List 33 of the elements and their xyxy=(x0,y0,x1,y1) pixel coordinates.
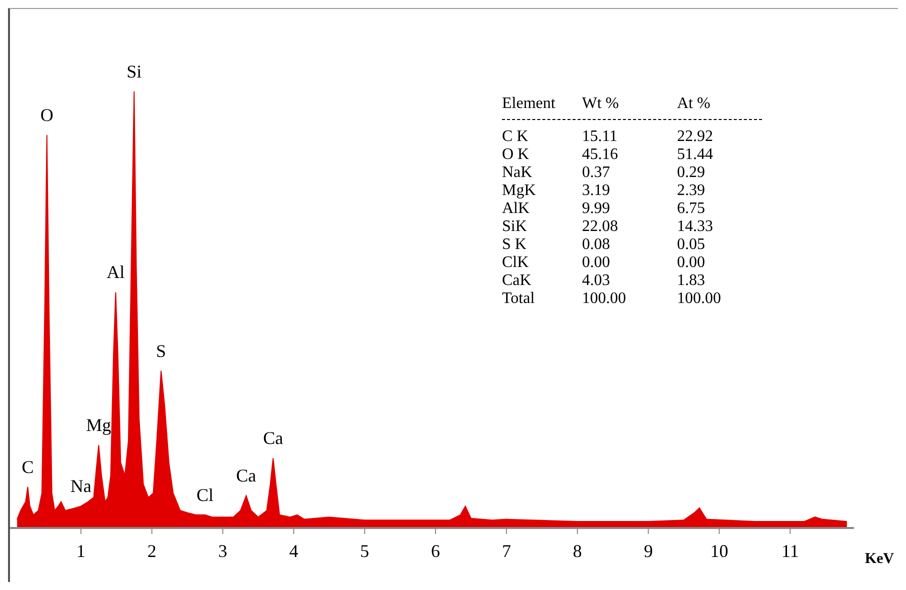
x-tick-label: 1 xyxy=(76,540,86,561)
text: CaK 4.03 1.83 xyxy=(502,272,705,289)
text: ClK 0.00 0.00 xyxy=(502,254,705,271)
text: MgK 3.19 2.39 xyxy=(502,182,705,199)
annotation: Al xyxy=(106,262,125,282)
x-tick-label: 6 xyxy=(431,540,440,561)
annotation: Cl xyxy=(196,484,214,505)
text: AlK 9.99 6.75 xyxy=(502,200,705,217)
annotation: Si xyxy=(126,61,142,82)
x-tick-label: 3 xyxy=(218,540,228,561)
text: Total 100.00 100.00 xyxy=(502,290,721,307)
annotation: Ca xyxy=(263,428,284,448)
annotation: Ca xyxy=(236,466,256,486)
annotation: S xyxy=(156,340,166,361)
text: Element Wt % At % xyxy=(502,95,710,112)
x-tick-label: 11 xyxy=(781,540,799,561)
annotation: Mg xyxy=(86,415,112,436)
annotation: C xyxy=(22,456,34,477)
x-tick-label: 7 xyxy=(502,540,511,561)
text: NaK 0.37 0.29 xyxy=(502,164,705,181)
x-tick-label: 4 xyxy=(289,540,298,561)
text: O K 45.16 51.44 xyxy=(502,146,713,163)
annotation: Na xyxy=(70,476,92,496)
text: SiK 22.08 14.33 xyxy=(502,218,713,235)
x-axis-title: KeV xyxy=(864,551,894,568)
x-tick-label: 2 xyxy=(147,540,156,561)
text: S K 0.08 0.05 xyxy=(502,236,705,253)
x-tick-label: 9 xyxy=(644,540,653,561)
text: C K 15.11 22.92 xyxy=(502,128,713,145)
x-tick-label: 8 xyxy=(572,540,582,561)
annotation: O xyxy=(40,105,54,126)
x-tick-label: 5 xyxy=(360,540,370,561)
x-tick-label: 10 xyxy=(710,540,728,561)
